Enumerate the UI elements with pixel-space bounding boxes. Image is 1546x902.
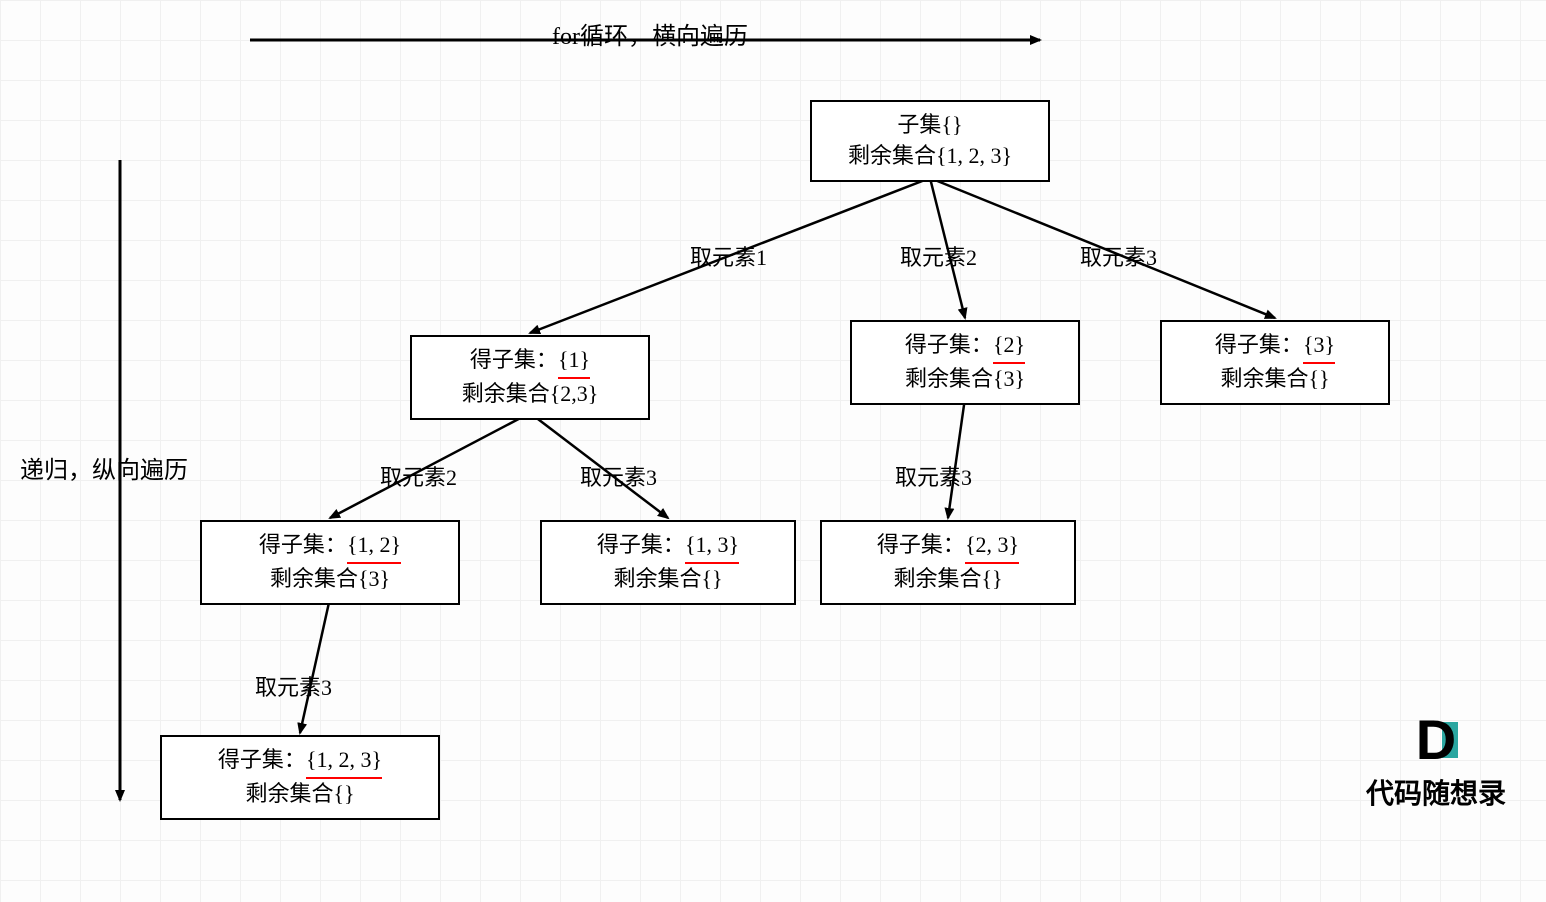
node-line2: 剩余集合{}: [834, 564, 1062, 595]
node-value: {1, 2}: [347, 530, 401, 564]
node-value: {1, 3}: [685, 530, 739, 564]
node-value: {1, 2, 3}: [306, 745, 382, 779]
node-root: 子集{} 剩余集合{1, 2, 3}: [810, 100, 1050, 182]
node-prefix: 得子集：: [218, 747, 306, 772]
edge-label: 取元素3: [1080, 240, 1157, 272]
node-line1: 得子集：{1, 2, 3}: [174, 745, 426, 779]
node-prefix: 得子集：: [259, 532, 347, 557]
node-value: {3}: [1303, 330, 1335, 364]
node-line2: 剩余集合{3}: [864, 364, 1066, 395]
node-subset-3: 得子集：{3} 剩余集合{}: [1160, 320, 1390, 405]
node-line1: 得子集：{1}: [424, 345, 636, 379]
edge-label: 取元素2: [380, 460, 457, 492]
node-line2: 剩余集合{}: [174, 779, 426, 810]
node-prefix: 得子集：: [470, 347, 558, 372]
node-value: {2, 3}: [965, 530, 1019, 564]
node-prefix: 子集: [897, 112, 941, 137]
node-subset-1: 得子集：{1} 剩余集合{2,3}: [410, 335, 650, 420]
node-line1: 得子集：{2}: [864, 330, 1066, 364]
node-subset-23: 得子集：{2, 3} 剩余集合{}: [820, 520, 1076, 605]
node-subset-12: 得子集：{1, 2} 剩余集合{3}: [200, 520, 460, 605]
node-value: {}: [941, 112, 962, 137]
node-line2: 剩余集合{}: [1174, 364, 1376, 395]
edge-label: 取元素3: [580, 460, 657, 492]
watermark-logo: D: [1416, 712, 1456, 768]
node-line1: 子集{}: [824, 110, 1036, 141]
top-axis-label: for循环，横向遍历: [552, 16, 748, 51]
node-subset-2: 得子集：{2} 剩余集合{3}: [850, 320, 1080, 405]
node-subset-123: 得子集：{1, 2, 3} 剩余集合{}: [160, 735, 440, 820]
edge-label: 取元素2: [900, 240, 977, 272]
node-line1: 得子集：{3}: [1174, 330, 1376, 364]
node-value: {2}: [993, 330, 1025, 364]
edge-label: 取元素3: [895, 460, 972, 492]
node-line2: 剩余集合{3}: [214, 564, 446, 595]
node-prefix: 得子集：: [597, 532, 685, 557]
edge-label: 取元素1: [690, 240, 767, 272]
node-prefix: 得子集：: [1215, 332, 1303, 357]
node-line2: 剩余集合{}: [554, 564, 782, 595]
node-line2: 剩余集合{2,3}: [424, 379, 636, 410]
node-value: {1}: [558, 345, 590, 379]
left-axis-label: 递归，纵向遍历: [20, 450, 188, 485]
edge-label: 取元素3: [255, 670, 332, 702]
node-line1: 得子集：{1, 3}: [554, 530, 782, 564]
node-line2: 剩余集合{1, 2, 3}: [824, 141, 1036, 172]
node-prefix: 得子集：: [877, 532, 965, 557]
node-subset-13: 得子集：{1, 3} 剩余集合{}: [540, 520, 796, 605]
watermark-text: 代码随想录: [1366, 772, 1506, 812]
node-line1: 得子集：{1, 2}: [214, 530, 446, 564]
watermark: D 代码随想录: [1366, 712, 1506, 812]
node-prefix: 得子集：: [905, 332, 993, 357]
node-line1: 得子集：{2, 3}: [834, 530, 1062, 564]
